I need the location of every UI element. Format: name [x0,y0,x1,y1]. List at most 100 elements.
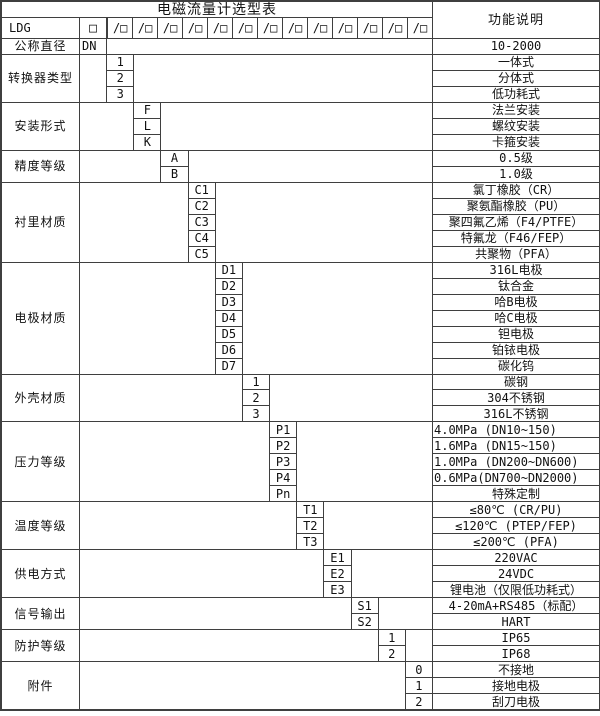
model-option-box: /□ [132,18,157,38]
option-code: 1 [404,677,432,694]
option-desc: 316L不锈钢 [432,405,599,422]
model-option-box: /□ [182,18,207,38]
section-label-converter-type: 转换器类型 [1,53,79,102]
spacer-cell [79,261,215,374]
option-desc: 哈C电极 [432,309,599,326]
section-label-accuracy: 精度等级 [1,149,79,182]
option-desc: 220VAC [432,549,599,566]
option-code: 2 [377,645,405,662]
option-code: 2 [241,389,270,406]
section-label-installation: 安装形式 [1,101,79,150]
option-desc: 一体式 [432,53,599,70]
option-code: 2 [404,693,432,709]
spacer-cell [133,53,432,102]
spacer-cell [79,149,161,182]
option-code: D5 [214,325,242,342]
section-label-housing-material: 外壳材质 [1,373,79,422]
option-code: 3 [241,405,270,422]
option-desc: 4.0MPa (DN10~150) [432,421,599,438]
model-base-box: □ [79,17,107,38]
option-code: 1 [241,373,270,390]
spacer-cell [296,421,432,502]
option-code: F [133,101,161,118]
option-desc: 不接地 [432,661,599,678]
option-desc: 304不锈钢 [432,389,599,406]
spacer-cell [269,373,432,422]
option-desc: 碳化钨 [432,357,599,374]
option-code: E2 [323,565,351,582]
spacer-cell [79,373,242,422]
model-option-box: /□ [282,18,307,38]
option-desc: 0.6MPa(DN700~DN2000) [432,469,599,486]
option-desc: IP65 [432,629,599,646]
section-label-power-supply: 供电方式 [1,549,79,598]
option-code: C4 [187,229,215,246]
option-desc: 哈B电极 [432,293,599,310]
spacer-cell [79,421,270,502]
spacer-cell [214,181,432,262]
option-desc: 螺纹安装 [432,117,599,134]
model-option-box: /□ [332,18,357,38]
option-desc: 1.0MPa (DN200~DN600) [432,453,599,470]
option-desc: 1.6MPa (DN15~150) [432,437,599,454]
section-label-signal-output: 信号输出 [1,597,79,630]
model-option-box: /□ [257,18,282,38]
option-code: A [160,149,188,166]
option-desc: 卡箍安装 [432,133,599,150]
option-desc: 钛合金 [432,277,599,294]
section-label-protection-rating: 防护等级 [1,629,79,662]
option-code: L [133,117,161,134]
option-desc: 氯丁橡胶（CR） [432,181,599,198]
spacer-cell [323,501,432,550]
option-code: C3 [187,213,215,230]
option-desc: 锂电池（仅限低功耗式） [432,581,599,598]
model-option-boxes: /□ /□ /□ /□ /□ /□ /□ /□ /□ /□ /□ /□ /□ [106,17,432,38]
spacer-cell [79,101,134,150]
section-label-lining-material: 衬里材质 [1,181,79,262]
option-code: T1 [296,501,324,518]
option-desc: ≤120℃ (PTEP/FEP) [432,517,599,534]
model-option-box: /□ [307,18,332,38]
option-code: P3 [269,453,297,470]
option-code: P1 [269,421,297,438]
spacer-cell [160,101,432,150]
spacer-cell [79,549,324,598]
function-column-header: 功能说明 [432,1,599,38]
spacer-cell [404,629,432,662]
option-code: T3 [296,533,324,550]
option-code: E1 [323,549,351,566]
option-code: D3 [214,293,242,310]
option-code: 1 [377,629,405,646]
option-code: C1 [187,181,215,198]
option-desc: 共聚物（PFA） [432,245,599,262]
option-desc: 法兰安装 [432,101,599,118]
section-label-pressure-rating: 压力等级 [1,421,79,502]
option-desc: 分体式 [432,69,599,86]
option-desc: 铂铱电极 [432,341,599,358]
spacer-cell [79,661,405,709]
option-desc: 接地电极 [432,677,599,694]
option-code: B [160,165,188,182]
page-title: 电磁流量计选型表 [1,1,432,17]
option-code: T2 [296,517,324,534]
option-desc: ≤80℃ (CR/PU) [432,501,599,518]
option-desc: 碳钢 [432,373,599,390]
option-desc: 聚四氟乙烯（F4/PTFE） [432,213,599,230]
spacer-cell [79,181,188,262]
option-desc: 特殊定制 [432,485,599,502]
option-desc: 刮刀电极 [432,693,599,709]
option-desc: 0.5级 [432,149,599,166]
option-desc: 特氟龙（F46/FEP） [432,229,599,246]
option-desc: 4-20mA+RS485（标配） [432,597,599,614]
spacer-cell [377,597,432,630]
option-desc: 钽电极 [432,325,599,342]
option-code: P2 [269,437,297,454]
section-label-accessories: 附件 [1,661,79,709]
option-code: D4 [214,309,242,326]
option-code: C5 [187,245,215,262]
option-desc: 聚氨酯橡胶（PU） [432,197,599,214]
model-option-box: /□ [357,18,382,38]
option-desc: 低功耗式 [432,85,599,102]
option-code: D1 [214,261,242,278]
